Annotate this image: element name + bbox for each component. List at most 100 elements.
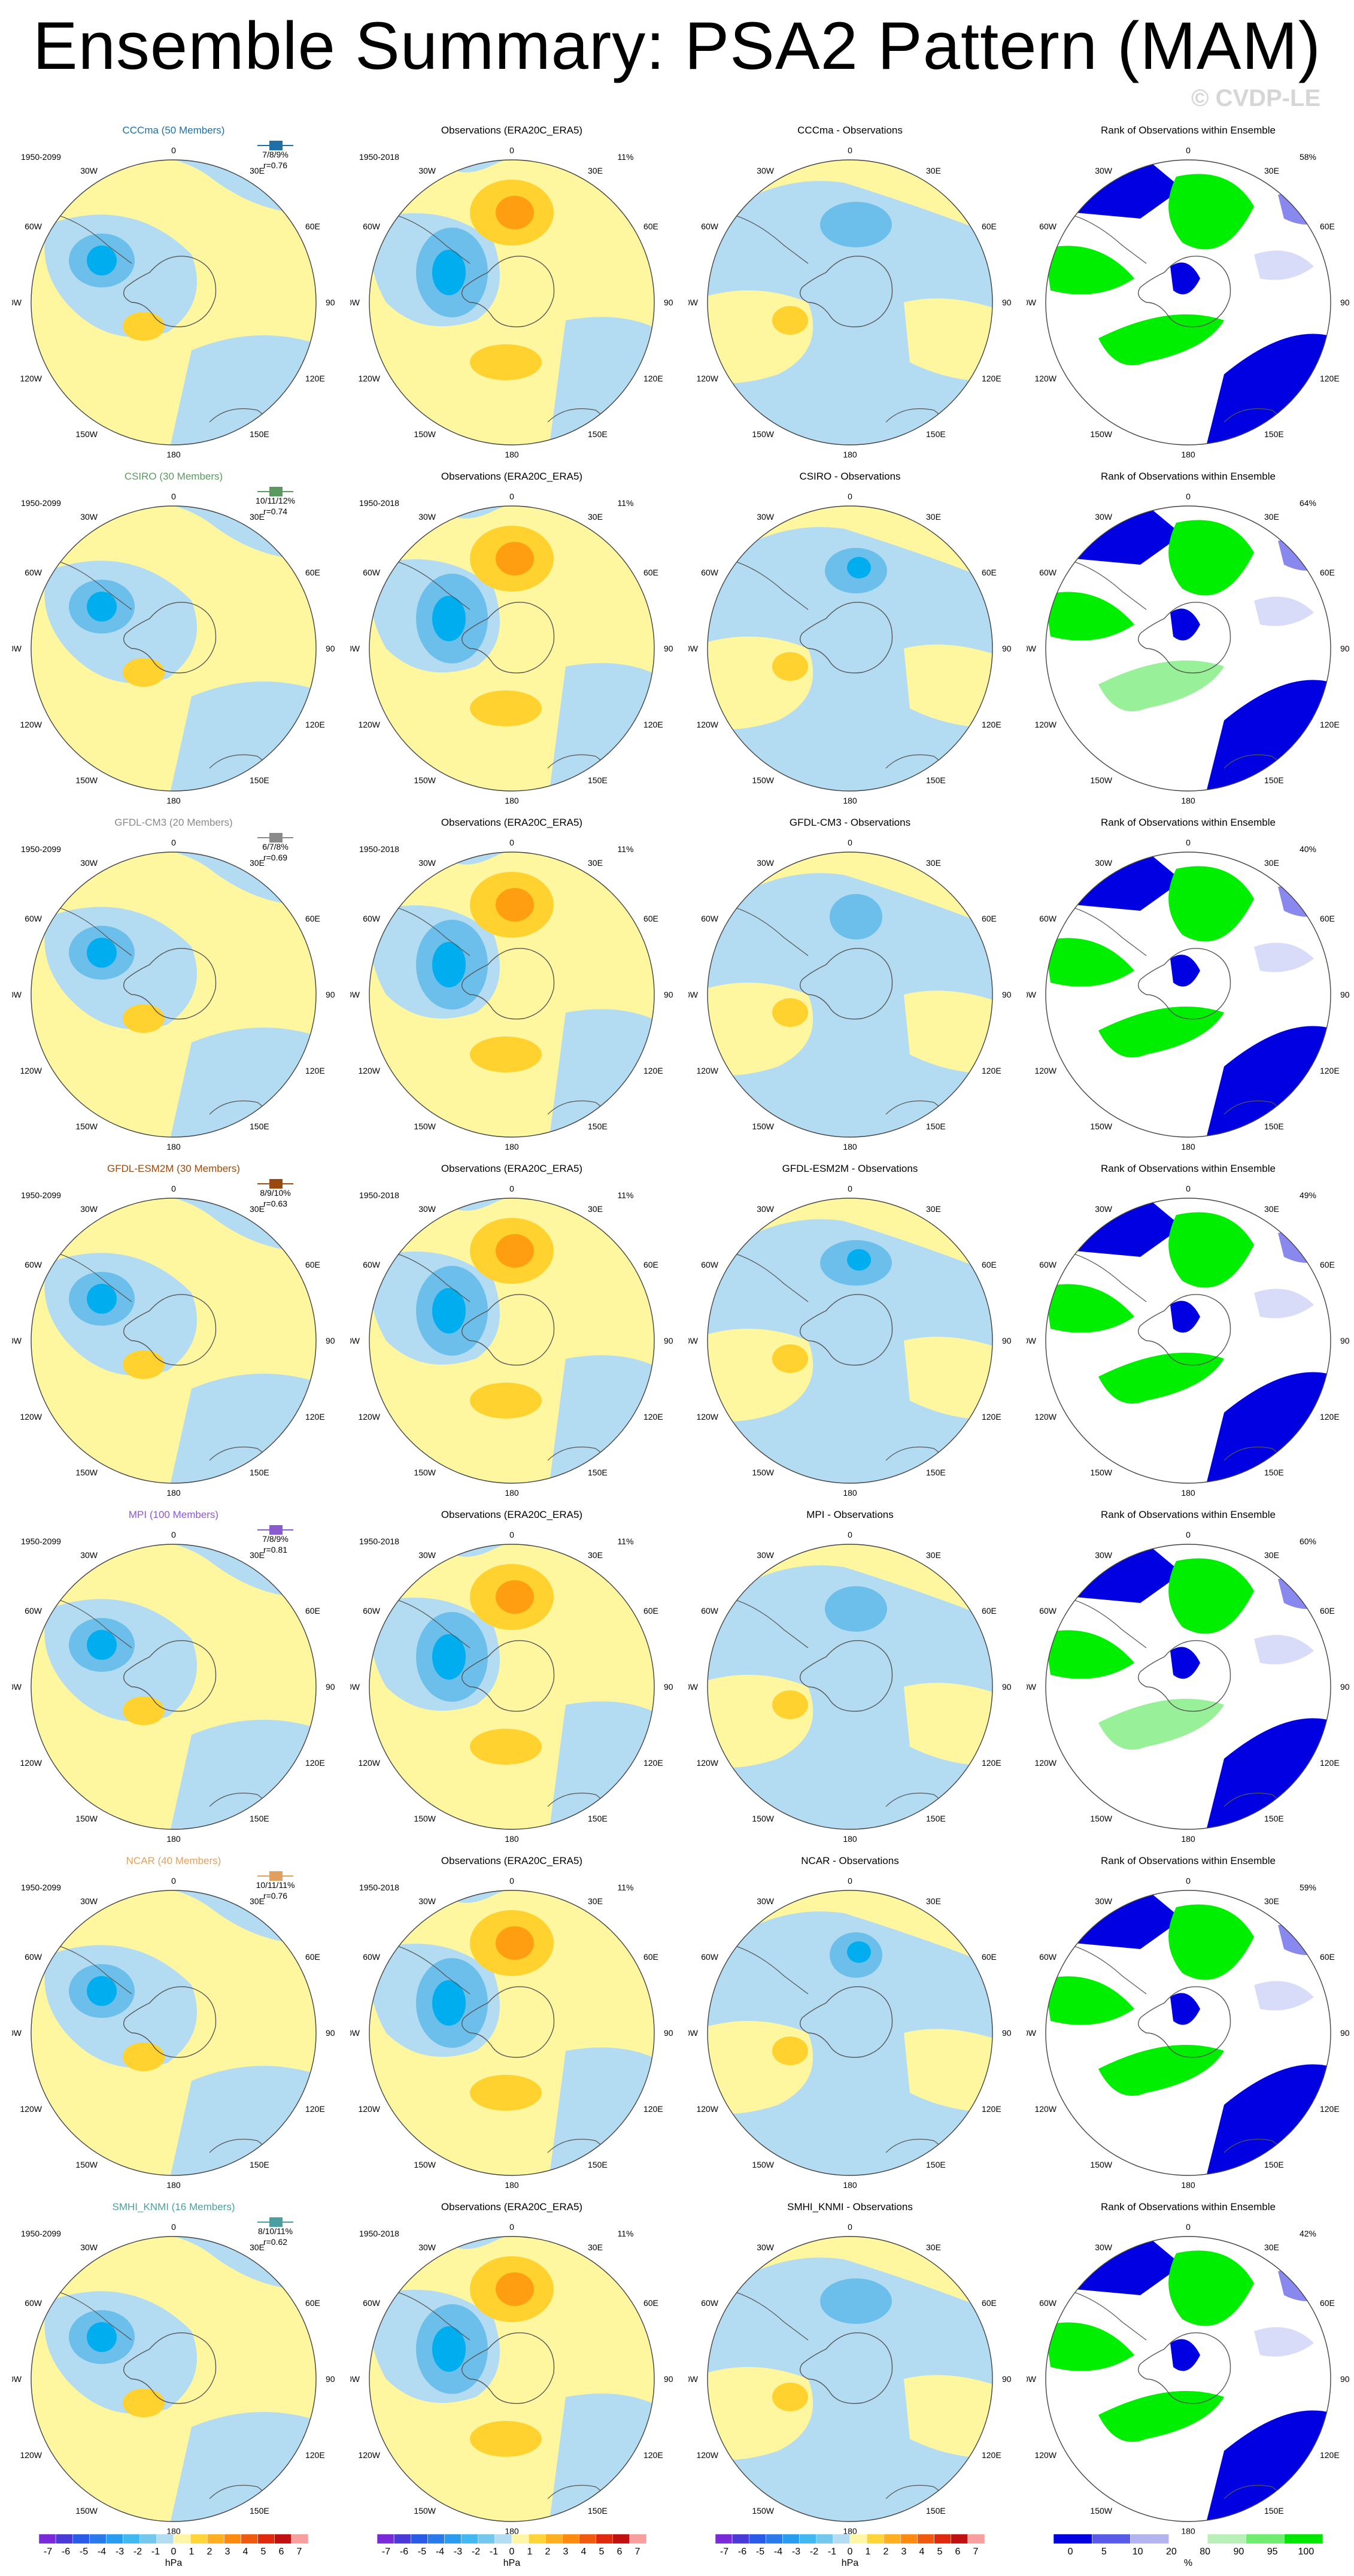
rank-map-panel: 0 30E 60E 90E 120E 150E 180 150W 120W 90W 60W 30W Ra… [1027,123,1350,458]
model-map-panel: 0 30E 60E 90E 120E 150E 180 150W 120W 90W 60W 30W GF… [12,815,335,1150]
model-map: 0 30E 60E 90E 120E 150E 180 150W 120W 90W 60W 30W GF… [12,1163,335,1496]
map-boundary [707,159,993,446]
field-positive-core [772,2036,808,2065]
longitude-label: 90W [1027,644,1037,653]
longitude-label: 150W [75,1468,98,1477]
longitude-label: 120E [305,1066,325,1075]
colorbar-tick: 5 [599,2547,605,2557]
longitude-label: 120E [305,2450,325,2460]
rank-title: Rank of Observations within Ensemble [1101,817,1276,828]
colorbar-swatch [156,2533,174,2544]
boxplot-box [269,1871,283,1881]
rank-region-high [1168,866,1254,942]
rank-map-panel: 0 30E 60E 90E 120E 150E 180 150W 120W 90W 60W 30W Ra… [1027,2199,1350,2535]
longitude-label: 90E [664,2028,673,2038]
antarctica-coastline [800,948,893,1020]
model-field: 0 30E 60E 90E 120E 150E 180 150W 120W 90W 60W 30W [12,146,335,458]
longitude-label: 120E [982,1758,1001,1768]
longitude-label: 30W [418,2242,436,2252]
longitude-label: 90W [12,2374,22,2384]
longitude-label: 60W [363,2298,381,2308]
longitude-label: 90W [350,1336,360,1345]
map-boundary [369,1890,655,2176]
south-america-coastline [724,558,809,610]
colorbar-tick: 3 [901,2547,907,2557]
variance-percentiles: 7/8/9% [262,1534,289,1544]
colorbar-swatch [257,2533,275,2544]
map-boundary [31,851,317,1138]
longitude-label: 30E [588,1204,603,1214]
field-positive-core [772,1344,808,1373]
longitude-label: 90E [1002,298,1012,307]
colorbar-tick: -2 [472,2547,480,2557]
south-america-coastline [1062,1250,1147,1302]
rank-title: Rank of Observations within Ensemble [1101,1509,1276,1520]
longitude-label: 60E [1320,568,1335,577]
longitude-label: 0 [509,1530,514,1539]
colorbar-tick: 3 [563,2547,569,2557]
colorbar-tick: -5 [418,2547,426,2557]
rank-region-high [1168,520,1254,596]
longitude-label: 150W [1090,2160,1112,2169]
longitude-label: 90W [12,644,22,653]
colorbar-unit: % [1184,2558,1192,2568]
south-america-coastline [47,2289,132,2341]
longitude-label: 30E [926,858,941,868]
longitude-label: 180 [1181,796,1195,804]
longitude-label: 180 [166,1834,181,1842]
rank-map: 0 30E 60E 90E 120E 150E 180 150W 120W 90W 60W 30W Ra… [1027,125,1350,458]
longitude-label: 0 [509,2222,514,2232]
colorbar-tick: 6 [617,2547,623,2557]
longitude-label: 150E [250,1814,269,1823]
rank-percent: 64% [1300,498,1316,508]
longitude-label: 0 [171,492,176,501]
map-boundary [1045,1544,1331,1830]
longitude-label: 180 [1181,1488,1195,1496]
model-map-panel: 0 30E 60E 90E 120E 150E 180 150W 120W 90W 60W 30W MP… [12,1507,335,1842]
colorbar-tick: 0 [509,2547,515,2557]
longitude-label: 30W [418,1896,436,1906]
longitude-label: 60E [982,2298,997,2308]
rank-region-mid [1254,942,1314,972]
obs-map: 0 30E 60E 90E 120E 150E 180 150W 120W 90W 60W 30W Ob… [350,1163,673,1496]
difference-title: CSIRO - Observations [799,471,900,482]
longitude-label: 90W [688,1336,699,1345]
model-map-panel: 0 30E 60E 90E 120E 150E 180 150W 120W 90W 60W 30W GF… [12,1161,335,1496]
longitude-label: 120E [643,1412,663,1422]
colorbar-hpa-model: -7 -6 -5 -4 -3 -2 -1 0 1 2 3 4 5 6 7 hPa [33,2533,314,2572]
longitude-label: 150W [414,1468,436,1477]
longitude-label: 150E [588,1468,608,1477]
south-america-coastline [47,1942,132,1995]
colorbar-swatch [1284,2533,1323,2544]
colorbar-swatch [72,2533,90,2544]
pattern-correlation: r=0.74 [263,507,287,516]
longitude-label: 120W [696,374,718,383]
longitude-label: 0 [509,492,514,501]
longitude-label: 150E [1264,429,1284,439]
longitude-label: 60E [643,2298,658,2308]
rank-region-high [1046,1630,1134,1679]
antarctica-coastline [123,948,217,1020]
south-america-coastline [385,1250,470,1302]
longitude-label: 150W [1090,1814,1112,1823]
longitude-label: 90W [688,2028,699,2038]
field-negative [708,1565,992,1829]
antarctica-coastline [800,1294,893,1366]
longitude-label: 60E [643,222,658,231]
longitude-label: 120W [696,2450,718,2460]
observations-title: Observations (ERA20C_ERA5) [441,1509,582,1520]
ensemble-period: 1950-2099 [21,498,61,508]
antarctica-coastline [462,256,555,328]
map-boundary [707,851,993,1138]
antarctica-coastline [800,2332,893,2404]
longitude-label: 150W [752,2506,774,2516]
ensemble-title: GFDL-ESM2M (30 Members) [107,1163,240,1174]
longitude-label: 30W [1095,512,1113,522]
field-negative-core [432,250,466,295]
field-negative-core [432,1634,466,1680]
colorbar-tick: 1 [189,2547,195,2557]
observations-percent: 11% [618,152,634,162]
longitude-label: 120E [1320,1066,1340,1075]
longitude-label: 30E [588,2242,603,2252]
field-positive-core [470,2075,542,2111]
